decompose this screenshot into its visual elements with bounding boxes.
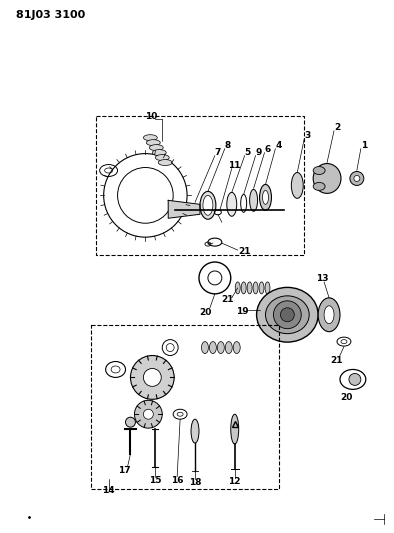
Ellipse shape (247, 282, 252, 294)
Ellipse shape (201, 342, 208, 353)
Text: 17: 17 (118, 466, 131, 475)
Text: 16: 16 (171, 477, 183, 486)
Text: 10: 10 (145, 112, 158, 122)
Ellipse shape (191, 419, 199, 443)
Circle shape (273, 301, 301, 329)
Text: 12: 12 (229, 478, 241, 487)
Ellipse shape (233, 342, 240, 353)
Text: 20: 20 (341, 393, 353, 402)
Text: 21: 21 (238, 247, 251, 256)
Text: 5: 5 (245, 148, 251, 157)
Ellipse shape (241, 282, 246, 294)
Text: 21: 21 (330, 356, 342, 365)
Circle shape (134, 400, 162, 428)
Text: 2: 2 (334, 123, 340, 132)
Text: 3: 3 (304, 131, 310, 140)
Circle shape (350, 172, 364, 185)
Text: 19: 19 (236, 307, 249, 316)
Text: 7: 7 (215, 148, 221, 157)
Ellipse shape (146, 140, 160, 146)
Ellipse shape (149, 144, 163, 151)
Text: 1: 1 (361, 141, 367, 150)
Circle shape (143, 368, 161, 386)
Polygon shape (168, 200, 200, 218)
Ellipse shape (158, 159, 172, 166)
Text: 8: 8 (225, 141, 231, 150)
Text: 18: 18 (189, 478, 201, 487)
Text: 6: 6 (264, 145, 271, 154)
Bar (96, 116, 304, 255)
Ellipse shape (155, 155, 169, 160)
Text: 21: 21 (221, 295, 234, 304)
Text: 9: 9 (255, 148, 262, 157)
Ellipse shape (318, 298, 340, 332)
Text: 81J03 3100: 81J03 3100 (16, 10, 85, 20)
Ellipse shape (143, 135, 157, 141)
Ellipse shape (152, 150, 166, 156)
Ellipse shape (203, 196, 213, 215)
Ellipse shape (266, 296, 309, 334)
Ellipse shape (241, 195, 247, 212)
Ellipse shape (210, 342, 216, 353)
Circle shape (143, 409, 153, 419)
Text: 14: 14 (102, 486, 115, 495)
Ellipse shape (265, 282, 270, 294)
Ellipse shape (324, 306, 334, 324)
Ellipse shape (260, 184, 271, 211)
Ellipse shape (227, 192, 237, 216)
Circle shape (130, 356, 174, 399)
Text: 13: 13 (316, 274, 328, 284)
Ellipse shape (225, 342, 232, 353)
Text: 11: 11 (229, 161, 241, 170)
Ellipse shape (291, 173, 303, 198)
Ellipse shape (231, 414, 239, 444)
Ellipse shape (253, 282, 258, 294)
Circle shape (126, 417, 136, 427)
Text: 15: 15 (149, 477, 162, 486)
Circle shape (281, 308, 294, 322)
Ellipse shape (262, 190, 268, 204)
Ellipse shape (217, 342, 224, 353)
Circle shape (349, 374, 361, 385)
Text: 4: 4 (275, 141, 282, 150)
Ellipse shape (313, 166, 325, 174)
Bar (91, 325, 279, 489)
Ellipse shape (313, 164, 341, 193)
Ellipse shape (250, 189, 258, 211)
Ellipse shape (235, 282, 240, 294)
Ellipse shape (259, 282, 264, 294)
Ellipse shape (313, 182, 325, 190)
Ellipse shape (256, 287, 318, 342)
Circle shape (354, 175, 360, 181)
Ellipse shape (200, 191, 216, 219)
Text: 20: 20 (200, 308, 212, 317)
